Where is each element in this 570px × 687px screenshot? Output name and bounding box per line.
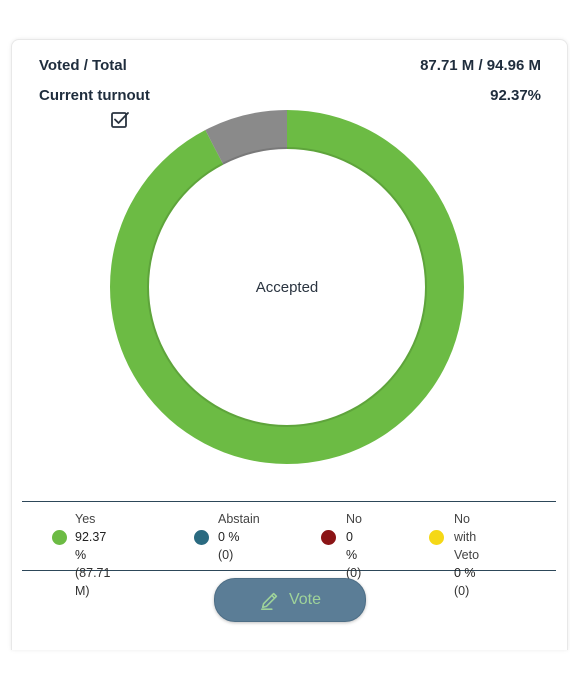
legend-amount: (0)	[454, 584, 470, 598]
proposal-tally-card: Voted / Total 87.71 M / 94.96 M Current …	[11, 39, 568, 650]
vote-legend: Yes 92.37 % (87.71 M) Abstain 0 % (0) No…	[22, 501, 556, 598]
voted-total-label: Voted / Total	[39, 57, 127, 74]
voted-total-row: Voted / Total 87.71 M / 94.96 M	[39, 57, 541, 74]
check-square-icon	[111, 112, 129, 128]
legend-label: No with Veto	[454, 512, 480, 562]
legend-amount: (0)	[218, 548, 234, 562]
pen-icon	[260, 592, 278, 610]
center-status: Accepted	[110, 110, 464, 464]
legend-label: No	[346, 512, 362, 526]
turnout-label: Current turnout	[39, 87, 150, 104]
turnout-row: Current turnout 92.37%	[39, 87, 541, 104]
donut-svg	[110, 110, 464, 464]
center-status-label: Accepted	[255, 278, 319, 296]
vote-button[interactable]: Vote	[214, 578, 366, 622]
vote-button-label: Vote	[288, 591, 322, 608]
legend-percent: 0 %	[218, 530, 240, 544]
legend-percent: 92.37 %	[75, 530, 107, 562]
legend-percent: 0 %	[454, 566, 476, 580]
legend-dot-no-with-veto	[429, 530, 444, 545]
turnout-value: 92.37%	[490, 87, 541, 104]
legend-dot-yes	[52, 530, 67, 545]
legend-dot-no	[321, 530, 336, 545]
donut-slice-not-voted	[205, 110, 287, 165]
legend-percent: 0 %	[346, 530, 358, 562]
donut-inner-edge	[147, 147, 427, 427]
legend-label: Yes	[75, 512, 96, 526]
legend-dot-abstain	[194, 530, 209, 545]
legend-label: Abstain	[218, 512, 260, 526]
legend-amount: (0)	[346, 566, 362, 580]
turnout-donut-chart: Accepted	[110, 110, 464, 464]
voted-total-value: 87.71 M / 94.96 M	[420, 57, 541, 74]
legend-amount: (87.71 M)	[75, 566, 111, 598]
